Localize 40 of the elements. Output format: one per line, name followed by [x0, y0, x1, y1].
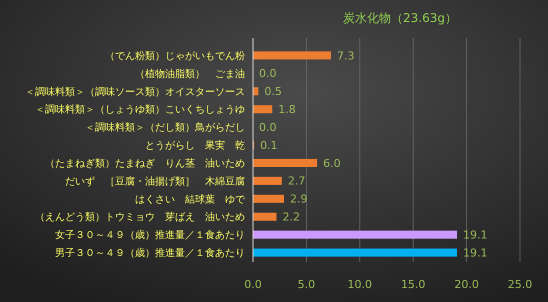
y-tick-label: 女子３０～４９（歳）推進量／１食あたり: [55, 229, 245, 242]
data-label: 19.1: [462, 246, 488, 260]
y-tick-label: だいず ［豆腐・油揚げ類］ 木綿豆腐: [65, 175, 245, 188]
y-tick-label: （たまねぎ類）たまねぎ りん茎 油いため: [45, 157, 245, 170]
y-tick-label: とうがらし 果実 乾: [145, 140, 245, 152]
y-tick-label: （えんどう類）トウミョウ 芽ばえ 油いため: [35, 211, 245, 224]
y-tick-label: （植物油脂類） ごま油: [135, 68, 245, 80]
x-tick-label: 10.0: [348, 278, 372, 291]
x-tick-label: 0.0: [244, 278, 262, 291]
data-label: 0.1: [260, 138, 278, 152]
x-tick-label: 15.0: [400, 278, 426, 291]
data-label: 1.8: [278, 103, 296, 116]
y-tick-label: ＜調味料類＞（調味ソース類）オイスターソース: [25, 86, 245, 98]
data-label: 2.9: [290, 192, 308, 206]
bar: [253, 87, 258, 96]
data-label: 0.0: [259, 67, 276, 80]
data-label: 0.0: [259, 120, 276, 134]
data-label: 19.1: [462, 228, 488, 242]
data-label: 2.7: [288, 174, 306, 188]
bar: [253, 248, 457, 257]
bar: [253, 194, 284, 203]
y-tick-label: ＜調味料類＞（だし類）鳥がらだし: [85, 122, 245, 134]
bar: [253, 105, 272, 114]
data-label: 2.2: [282, 210, 300, 224]
x-tick-label: 20.0: [454, 278, 479, 291]
bar: [253, 51, 331, 60]
bar: [253, 176, 282, 185]
data-label: 6.0: [323, 156, 341, 170]
y-tick-label: ＜調味料類＞（しょうゆ類）こいくちしょうゆ: [35, 104, 245, 116]
bar: [253, 158, 318, 167]
y-tick-label: はくさい 結球葉 ゆで: [135, 193, 246, 206]
x-tick-label: 5.0: [298, 278, 316, 291]
y-tick-label: 男子３０～４９（歳）推進量／１食あたり: [55, 247, 245, 260]
x-tick-label: 25.0: [508, 278, 532, 291]
data-label: 0.5: [264, 85, 282, 98]
y-tick-label: （でん粉類）じゃがいもでん粉: [105, 50, 245, 62]
chart-title: 炭水化物（23.63g）: [343, 11, 457, 25]
data-label: 7.3: [336, 49, 354, 62]
bar: [253, 230, 457, 239]
bar: [253, 212, 276, 221]
